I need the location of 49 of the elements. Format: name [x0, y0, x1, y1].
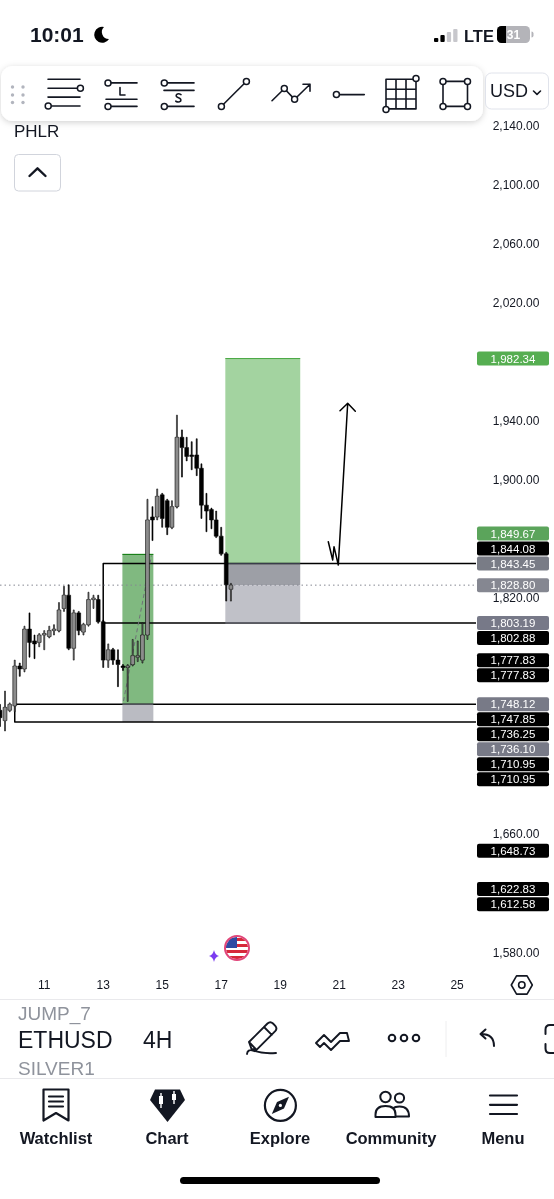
text: 1,748.12 [490, 698, 536, 711]
text: Community [345, 1129, 438, 1147]
text: 4H [143, 1027, 173, 1053]
y-tick-label: 1,580.00 [492, 945, 540, 960]
text: Chart [145, 1129, 190, 1147]
y-tick-label: 2,060.00 [492, 237, 540, 252]
text: 1,802.88 [490, 632, 536, 645]
text: USD [490, 81, 529, 101]
y-tick-label: 2,020.00 [492, 296, 540, 311]
y-tick-label: 2,100.00 [492, 178, 540, 193]
text: 1,803.19 [490, 617, 536, 630]
ref-line-label: 1,828.80 [490, 579, 536, 592]
annotation: PHLR [14, 122, 60, 141]
text: Watchlist [19, 1129, 93, 1147]
text: 1,736.25 [490, 728, 536, 741]
text: Explore [249, 1129, 311, 1147]
text: JUMP_7 [18, 1003, 91, 1025]
text: 10:01 [30, 23, 85, 46]
text: 1,849.67 [490, 527, 536, 540]
x-tick-label: 25 [450, 978, 465, 993]
text: 31 [506, 27, 521, 42]
text: 1,843.45 [490, 557, 536, 570]
text: 1,736.10 [490, 743, 536, 756]
text: 1,710.95 [490, 758, 536, 771]
x-tick-label: 19 [273, 978, 288, 993]
text: LTE [464, 27, 494, 45]
text: 1,622.83 [490, 883, 536, 896]
x-tick-label: 11 [38, 978, 51, 993]
text: 1,648.73 [490, 845, 536, 858]
text: 1,844.08 [490, 542, 536, 555]
text: SILVER1 [18, 1058, 95, 1079]
text: 1,710.95 [490, 773, 536, 786]
text: ETHUSD [18, 1027, 113, 1053]
x-tick-label: 17 [214, 978, 229, 993]
y-tick-label: 2,140.00 [492, 119, 540, 134]
x-tick-label: 21 [332, 978, 347, 993]
y-tick-label: 1,660.00 [492, 827, 540, 842]
text: 1,612.58 [490, 898, 536, 911]
x-tick-label: 15 [155, 978, 170, 993]
text: 1,777.83 [490, 669, 536, 682]
x-tick-label: 23 [391, 978, 406, 993]
text: 1,747.85 [490, 713, 536, 726]
text: 1,982.34 [490, 352, 536, 365]
y-tick-label: 1,820.00 [492, 591, 540, 606]
y-tick-label: 1,900.00 [492, 473, 540, 488]
y-tick-label: 1,940.00 [492, 414, 540, 429]
text: 1,777.83 [490, 654, 536, 667]
text: Menu [481, 1129, 525, 1147]
x-tick-label: 13 [96, 978, 111, 993]
